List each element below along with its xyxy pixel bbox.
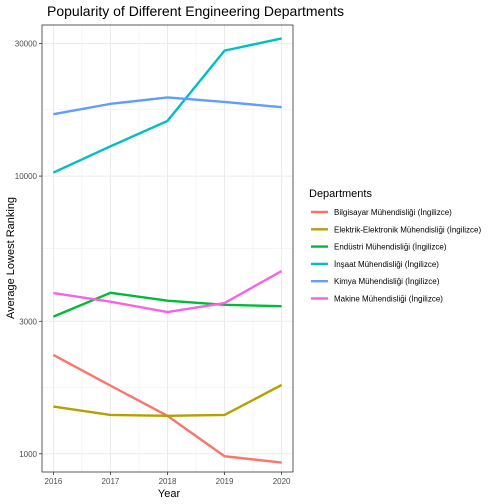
x-tick-label: 2019 <box>216 477 234 486</box>
y-axis-ticks: 1000 3000 10000 30000 <box>15 40 42 459</box>
series-line-6 <box>53 270 283 314</box>
x-tick-label: 2016 <box>45 477 63 486</box>
legend-label-3: Endüstri Mühendisliği (İngilizce) <box>334 243 447 252</box>
chart-title: Popularity of Different Engineering Depa… <box>47 3 344 19</box>
series-line-4 <box>52 37 282 174</box>
y-tick-label: 10000 <box>15 172 38 181</box>
y-tick-label: 30000 <box>15 40 38 49</box>
x-axis-ticks: 2016 2017 2018 2019 2020 <box>45 472 291 486</box>
grid <box>42 25 293 472</box>
x-tick-label: 2018 <box>159 477 177 486</box>
x-axis-title: Year <box>158 488 181 500</box>
legend-label-6: Makine Mühendisliği (İngilizce) <box>334 295 443 304</box>
x-tick-label: 2017 <box>102 477 120 486</box>
series-line-5 <box>53 96 282 116</box>
legend-label-4: İnşaat Mühendisliği (İngilizce) <box>334 260 439 269</box>
legend-label-1: Bilgisayar Mühendisliği (İngilizce) <box>334 208 452 217</box>
x-tick-label: 2020 <box>273 477 291 486</box>
y-axis-title: Average Lowest Ranking <box>5 197 17 319</box>
series-lines <box>52 37 283 464</box>
legend-label-5: Kimya Mühendisliği (İngilizce) <box>334 277 440 286</box>
y-tick-label: 1000 <box>19 450 37 459</box>
series-line-3 <box>52 291 282 318</box>
legend-label-2: Elektrik-Elektronik Mühendisliği (İngili… <box>334 225 481 234</box>
legend: Departments Bilgisayar Mühendisliği (İng… <box>309 188 481 304</box>
y-tick-label: 3000 <box>19 317 37 326</box>
legend-title: Departments <box>309 188 372 200</box>
series-line-2 <box>53 383 283 418</box>
